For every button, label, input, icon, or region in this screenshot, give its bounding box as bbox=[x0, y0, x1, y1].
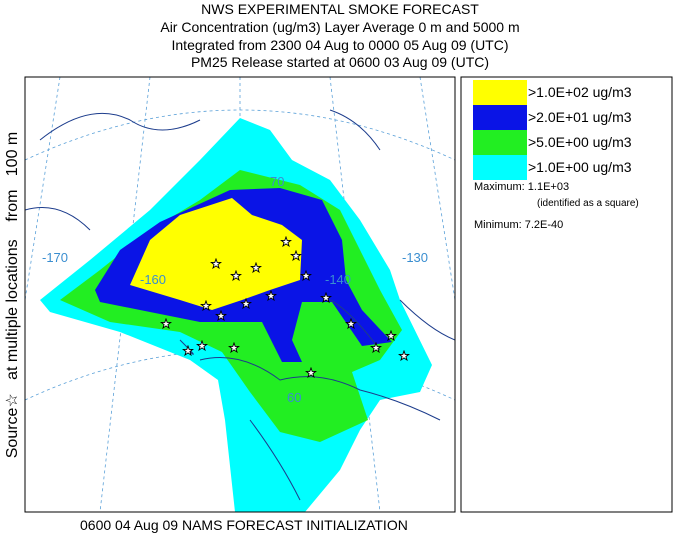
longitude-label: -160 bbox=[140, 272, 166, 287]
footer: 0600 04 Aug 09 NAMS FORECAST INITIALIZAT… bbox=[80, 517, 408, 533]
legend-swatch bbox=[473, 155, 527, 180]
legend-swatch bbox=[473, 130, 527, 155]
map-frame bbox=[24, 76, 456, 513]
subtitle: PM25 Release started at 0600 03 Aug 09 (… bbox=[191, 54, 489, 70]
legend-panel bbox=[460, 76, 673, 513]
maximum-note: (identified as a square) bbox=[537, 198, 639, 209]
longitude-label: -130 bbox=[402, 250, 428, 265]
legend-label: >1.0E+02 ug/m3 bbox=[528, 84, 632, 100]
latitude-label: 60 bbox=[287, 390, 301, 405]
legend-label: >1.0E+00 ug/m3 bbox=[528, 159, 632, 175]
legend-swatch bbox=[473, 105, 527, 130]
longitude-label: -140 bbox=[325, 272, 351, 287]
title: NWS EXPERIMENTAL SMOKE FORECAST bbox=[201, 1, 479, 17]
legend-label: >5.0E+00 ug/m3 bbox=[528, 134, 632, 150]
maximum: Maximum: 1.1E+03 bbox=[474, 181, 569, 193]
subtitle: Integrated from 2300 04 Aug to 0000 05 A… bbox=[172, 37, 509, 53]
source-label: Source☆ at multiple locations from 100 m bbox=[4, 132, 21, 458]
latitude-label: 70 bbox=[270, 174, 284, 189]
subtitle: Air Concentration (ug/m3) Layer Average … bbox=[160, 19, 519, 35]
minimum: Minimum: 7.2E-40 bbox=[474, 219, 563, 231]
map: -170 -160 -140 -130 70 60 bbox=[25, 77, 455, 512]
legend-label: >2.0E+01 ug/m3 bbox=[528, 109, 632, 125]
legend: >1.0E+02 ug/m3 >2.0E+01 ug/m3 >5.0E+00 ug/… bbox=[473, 80, 632, 180]
longitude-label: -170 bbox=[42, 250, 68, 265]
legend-swatch bbox=[473, 80, 527, 105]
